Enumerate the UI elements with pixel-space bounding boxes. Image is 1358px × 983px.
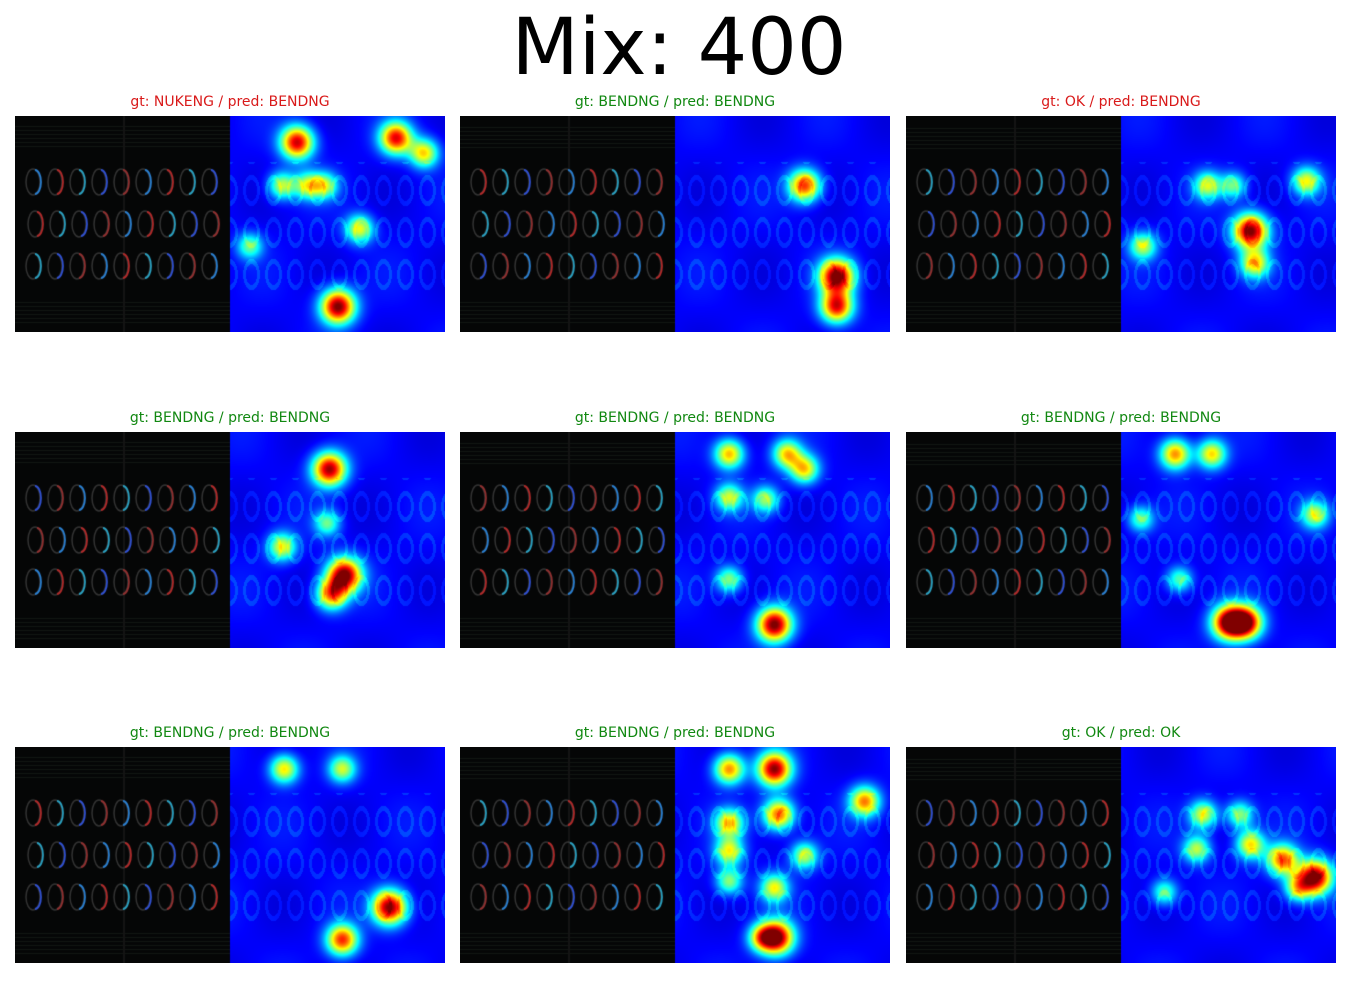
- gradcam-image: [906, 432, 1336, 648]
- gradcam-image: [460, 747, 890, 963]
- panel-title: gt: BENDNG / pred: BENDNG: [574, 410, 776, 426]
- gradcam-image: [15, 747, 445, 963]
- panel-title: gt: BENDNG / pred: BENDNG: [574, 725, 776, 741]
- gradcam-image: [460, 116, 890, 332]
- gradcam-image: [460, 432, 890, 648]
- gradcam-image: [906, 747, 1336, 963]
- gradcam-image: [906, 116, 1336, 332]
- panel-title: gt: BENDNG / pred: BENDNG: [1020, 410, 1222, 426]
- panel-title: gt: NUKENG / pred: BENDNG: [130, 94, 330, 110]
- panel-title: gt: BENDNG / pred: BENDNG: [129, 725, 331, 741]
- panel-title: gt: BENDNG / pred: BENDNG: [574, 94, 776, 110]
- gradcam-image: [15, 116, 445, 332]
- figure-title: Mix: 400: [511, 3, 847, 93]
- panel-title: gt: BENDNG / pred: BENDNG: [129, 410, 331, 426]
- gradcam-image: [15, 432, 445, 648]
- panel-title: gt: OK / pred: BENDNG: [1041, 94, 1201, 110]
- panel-title: gt: OK / pred: OK: [1061, 725, 1181, 741]
